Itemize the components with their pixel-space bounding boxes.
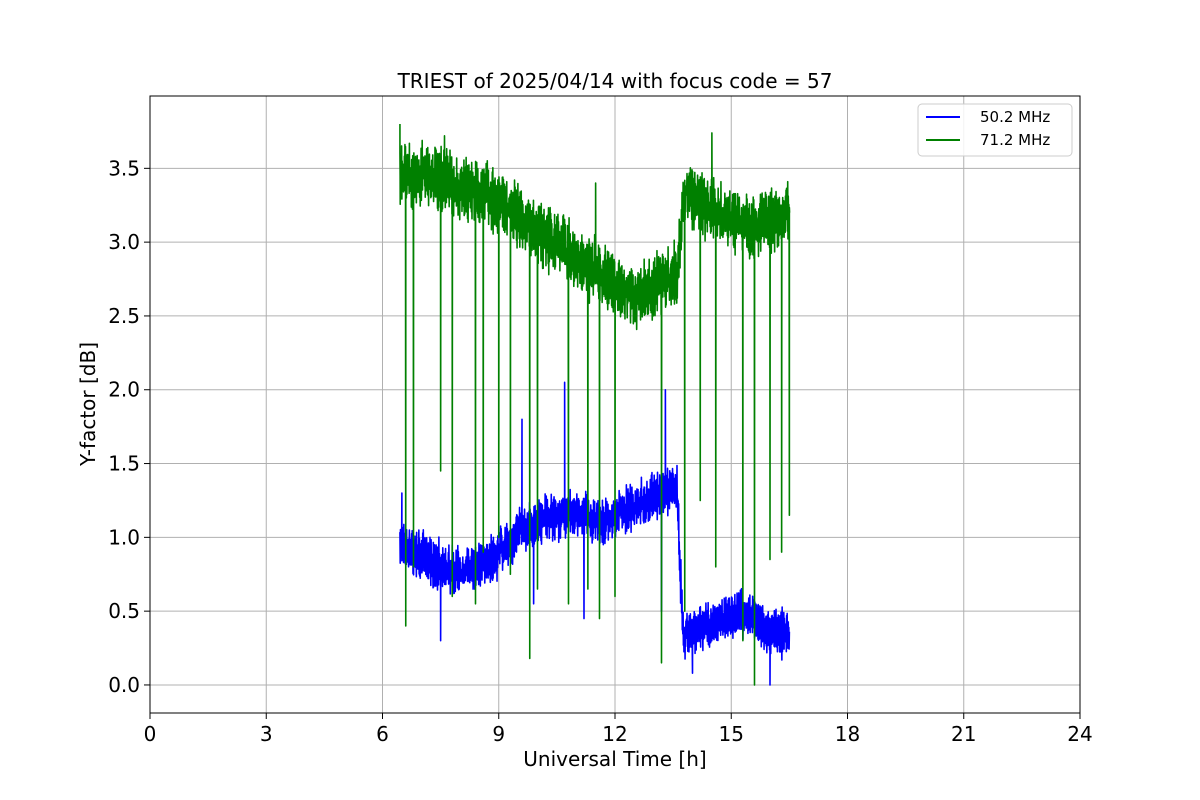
y-axis-label: Y-factor [dB]	[76, 342, 100, 467]
x-tick-label: 0	[144, 722, 157, 746]
y-tick-label: 0.5	[108, 599, 140, 623]
x-tick-label: 24	[1067, 722, 1092, 746]
x-tick-label: 12	[602, 722, 627, 746]
x-tick-label: 21	[951, 722, 976, 746]
x-tick-label: 15	[719, 722, 744, 746]
x-axis-label: Universal Time [h]	[523, 747, 706, 771]
y-axis: 0.0 0.5 1.0 1.5 2.0 2.5 3.0 3.5	[108, 156, 150, 697]
x-tick-label: 3	[260, 722, 273, 746]
y-tick-label: 3.5	[108, 156, 140, 180]
x-tick-label: 9	[492, 722, 505, 746]
series-line-2	[399, 124, 791, 686]
x-tick-label: 6	[376, 722, 389, 746]
series-line-1	[399, 381, 791, 686]
legend-label-series-2: 71.2 MHz	[980, 131, 1050, 149]
y-tick-label: 1.0	[108, 525, 140, 549]
y-tick-label: 1.5	[108, 452, 140, 476]
x-tick-label: 18	[835, 722, 860, 746]
legend-label-series-1: 50.2 MHz	[980, 108, 1050, 126]
y-tick-label: 2.5	[108, 304, 140, 328]
x-axis: 0 3 6 9 12 15 18 21 24	[144, 713, 1093, 746]
y-tick-label: 2.0	[108, 378, 140, 402]
series-layer	[399, 124, 791, 686]
legend: 50.2 MHz 71.2 MHz	[917, 103, 1073, 157]
y-tick-label: 3.0	[108, 230, 140, 254]
y-tick-label: 0.0	[108, 673, 140, 697]
chart-title: TRIEST of 2025/04/14 with focus code = 5…	[397, 69, 833, 93]
